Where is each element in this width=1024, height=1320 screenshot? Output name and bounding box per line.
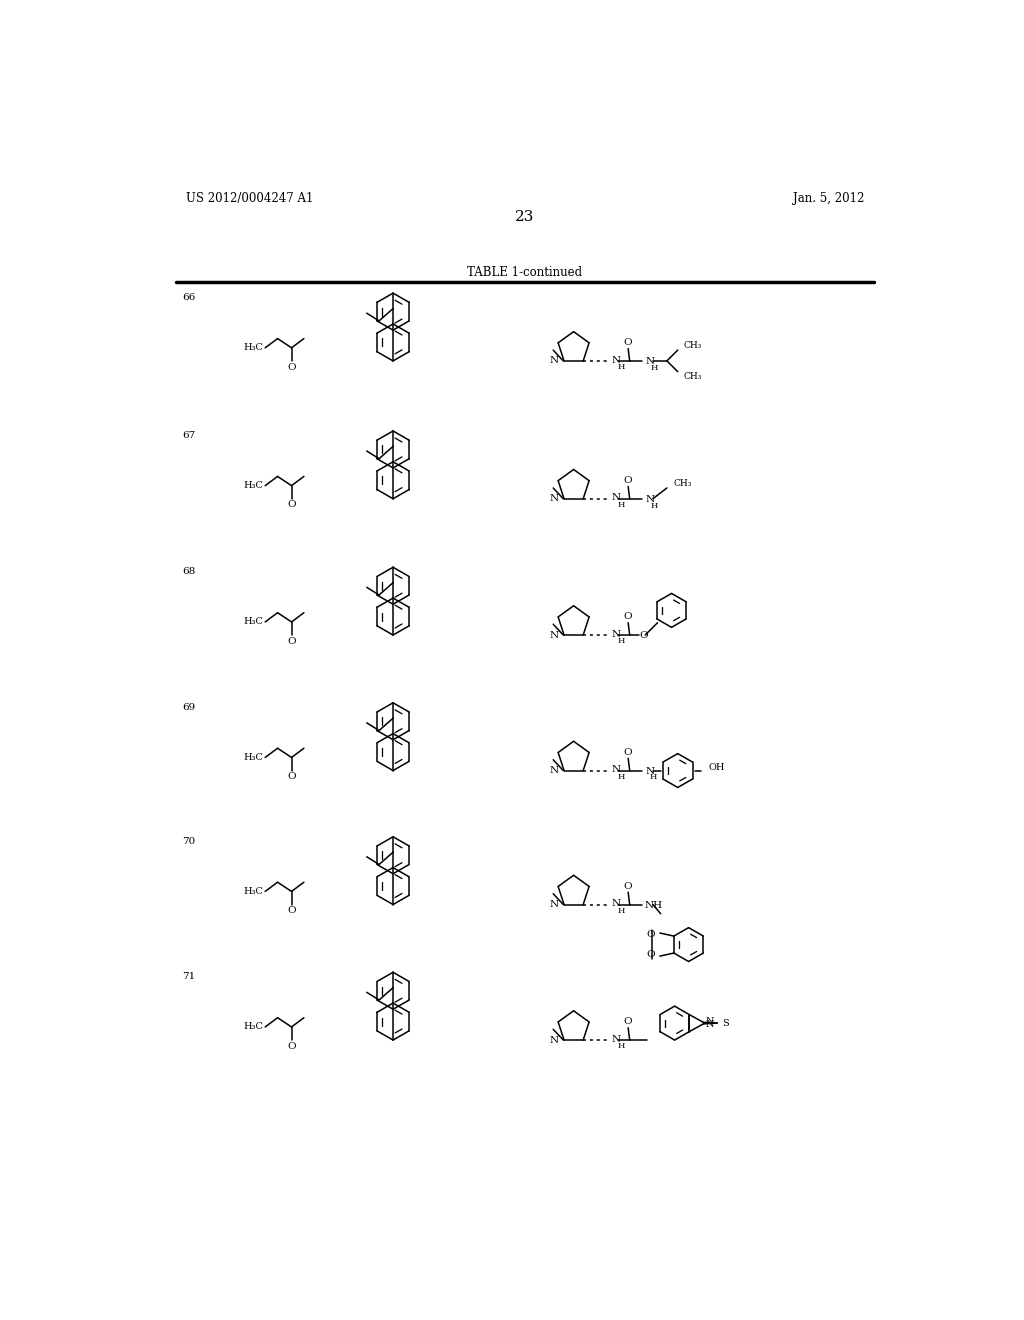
Text: H₃C: H₃C: [244, 752, 263, 762]
Text: H: H: [650, 364, 658, 372]
Text: N: N: [550, 1036, 559, 1044]
Text: N: N: [612, 1035, 621, 1044]
Text: N: N: [550, 494, 559, 503]
Text: CH₃: CH₃: [673, 479, 691, 488]
Text: O: O: [287, 636, 296, 645]
Text: CH₃: CH₃: [684, 341, 702, 350]
Text: H: H: [650, 502, 658, 510]
Text: O: O: [624, 475, 633, 484]
Text: 66: 66: [182, 293, 196, 302]
Text: H: H: [617, 363, 625, 371]
Text: TABLE 1-continued: TABLE 1-continued: [467, 265, 583, 279]
Text: H: H: [617, 638, 625, 645]
Text: O: O: [287, 363, 296, 371]
Text: N: N: [645, 358, 654, 366]
Text: N: N: [612, 630, 621, 639]
Text: N: N: [612, 899, 621, 908]
Text: US 2012/0004247 A1: US 2012/0004247 A1: [186, 191, 313, 205]
Text: H: H: [617, 500, 625, 510]
Text: N: N: [550, 900, 559, 909]
Text: H₃C: H₃C: [244, 618, 263, 627]
Text: O: O: [287, 500, 296, 510]
Text: O: O: [624, 882, 633, 891]
Text: H₃C: H₃C: [244, 343, 263, 352]
Text: N: N: [612, 494, 621, 503]
Text: CH₃: CH₃: [684, 372, 702, 380]
Text: NH: NH: [644, 900, 663, 909]
Text: 70: 70: [182, 837, 196, 846]
Text: N: N: [612, 355, 621, 364]
Text: O: O: [624, 338, 633, 347]
Text: O: O: [624, 747, 633, 756]
Text: H₃C: H₃C: [244, 1023, 263, 1031]
Text: H: H: [650, 772, 657, 780]
Text: O: O: [646, 950, 655, 960]
Text: H: H: [617, 1043, 625, 1051]
Text: O: O: [624, 1018, 633, 1026]
Text: N: N: [550, 766, 559, 775]
Text: H₃C: H₃C: [244, 482, 263, 490]
Text: H: H: [617, 772, 625, 780]
Text: 71: 71: [182, 973, 196, 981]
Text: O: O: [646, 931, 655, 939]
Text: O: O: [287, 772, 296, 781]
Text: H: H: [617, 907, 625, 915]
Text: O: O: [640, 631, 648, 640]
Text: N: N: [645, 767, 654, 776]
Text: 68: 68: [182, 568, 196, 577]
Text: N: N: [645, 495, 654, 504]
Text: N: N: [550, 631, 559, 639]
Text: H₃C: H₃C: [244, 887, 263, 896]
Text: N: N: [706, 1018, 714, 1026]
Text: O: O: [287, 907, 296, 915]
Text: 67: 67: [182, 432, 196, 440]
Text: O: O: [624, 612, 633, 620]
Text: Jan. 5, 2012: Jan. 5, 2012: [793, 191, 864, 205]
Text: 23: 23: [515, 210, 535, 224]
Text: OH: OH: [709, 763, 725, 772]
Text: S: S: [722, 1019, 729, 1027]
Text: N: N: [550, 356, 559, 366]
Text: N: N: [612, 766, 621, 775]
Text: O: O: [287, 1041, 296, 1051]
Text: N: N: [706, 1020, 714, 1030]
Text: 69: 69: [182, 704, 196, 711]
